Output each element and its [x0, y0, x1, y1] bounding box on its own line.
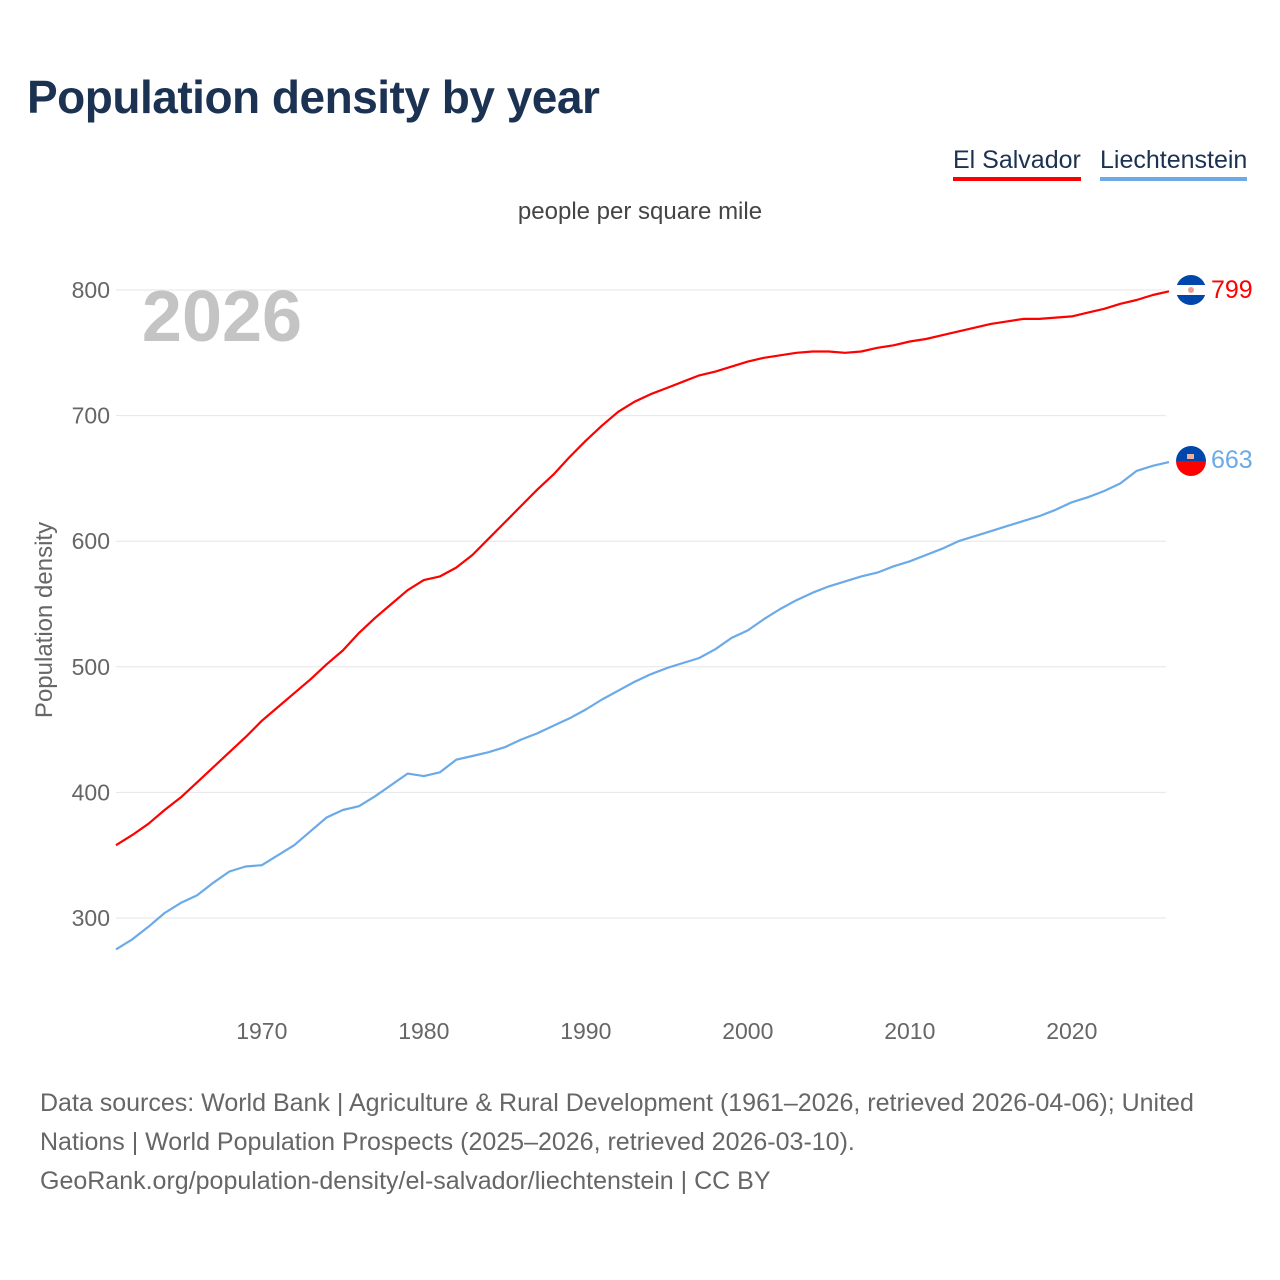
liechtenstein-flag-icon	[1176, 446, 1206, 476]
x-tick-label: 2010	[884, 1018, 935, 1044]
liechtenstein-end-label: 663	[1211, 446, 1253, 474]
year-watermark: 2026	[142, 277, 302, 357]
series-line-liechtenstein	[115, 461, 1170, 951]
series-line-el-salvador	[115, 290, 1170, 847]
y-tick-label: 700	[72, 403, 110, 429]
x-tick-label: 2020	[1046, 1018, 1097, 1044]
el-salvador-end-label: 799	[1211, 276, 1253, 304]
x-tick-label: 1980	[398, 1018, 449, 1044]
el-salvador-flag-icon	[1176, 275, 1206, 305]
y-tick-label: 800	[72, 277, 110, 303]
footer: Data sources: World Bank | Agriculture &…	[40, 1084, 1250, 1201]
x-tick-label: 2000	[722, 1018, 773, 1044]
y-tick-label: 300	[72, 905, 110, 931]
data-sources: Data sources: World Bank | Agriculture &…	[40, 1089, 1194, 1156]
legend-el-salvador[interactable]: El Salvador	[953, 146, 1081, 181]
y-tick-label: 500	[72, 654, 110, 680]
chart-title: Population density by year	[27, 71, 600, 123]
y-tick-label: 600	[72, 528, 110, 554]
source-link[interactable]: GeoRank.org/population-density/el-salvad…	[40, 1167, 771, 1195]
x-tick-label: 1990	[560, 1018, 611, 1044]
chart-subtitle: people per square mile	[517, 198, 763, 225]
y-axis-label: Population density	[31, 522, 58, 718]
x-tick-label: 1970	[236, 1018, 287, 1044]
y-tick-label: 400	[72, 779, 110, 805]
legend-liechtenstein[interactable]: Liechtenstein	[1100, 146, 1248, 181]
